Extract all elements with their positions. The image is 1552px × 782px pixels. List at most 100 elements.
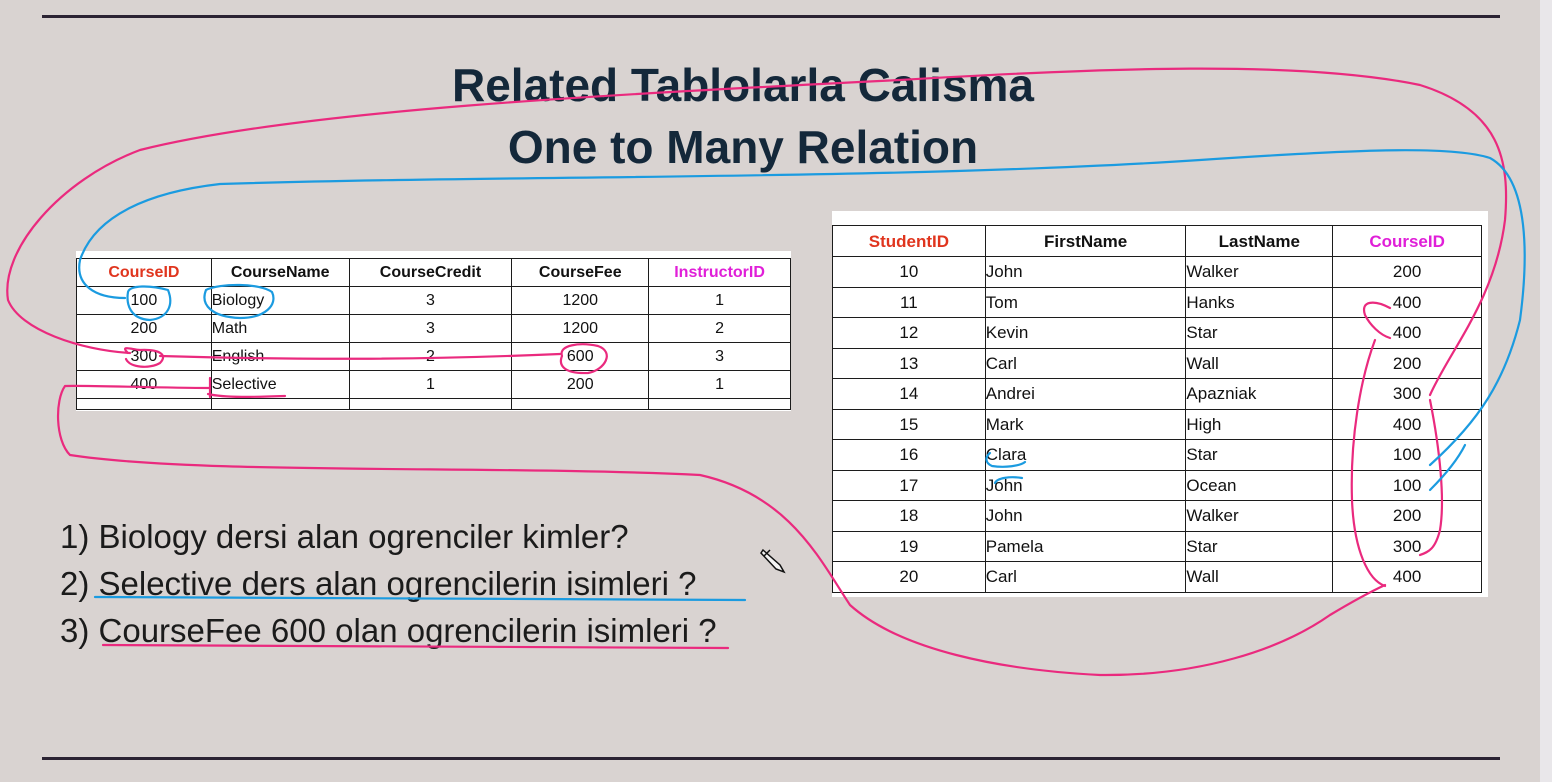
cell-coursename: Biology (210, 286, 350, 315)
cell-courseid: 400 (1332, 286, 1482, 318)
cell-courseid: 400 (76, 370, 212, 399)
cell-studentid: 19 (832, 530, 986, 562)
cell-firstname: Carl (984, 347, 1187, 379)
cell-firstname: Carl (984, 561, 1187, 593)
bottom-rule (42, 757, 1500, 760)
cell-firstname: John (984, 500, 1187, 532)
col-header-courseid: CourseID (1332, 225, 1482, 257)
cell-courseid: 300 (1332, 530, 1482, 562)
table-row-empty (76, 398, 791, 410)
col-header-instructorid: InstructorID (648, 258, 791, 287)
cell-firstname: Clara (984, 439, 1187, 471)
table-row: 100 Biology 3 1200 1 (76, 286, 791, 315)
cell-studentid: 10 (832, 256, 986, 288)
cell-firstname: John (984, 469, 1187, 501)
cell-firstname: Tom (984, 286, 1187, 318)
table-row: 200 Math 3 1200 2 (76, 314, 791, 343)
cell-coursecredit: 2 (348, 342, 513, 371)
cell-firstname: Kevin (984, 317, 1187, 349)
table-row: 12 Kevin Star 400 (832, 317, 1482, 349)
cell-studentid: 18 (832, 500, 986, 532)
cell-coursefee: 1200 (511, 286, 650, 315)
cell-courseid: 300 (76, 342, 212, 371)
questions-list: 1) Biology dersi alan ogrenciler kimler?… (60, 515, 717, 656)
cell-lastname: High (1185, 408, 1334, 440)
cell-studentid: 16 (832, 439, 986, 471)
cell-coursecredit: 3 (348, 286, 513, 315)
cell-coursefee: 1200 (511, 314, 650, 343)
courses-table: CourseID CourseName CourseCredit CourseF… (76, 251, 791, 411)
cell-studentid: 15 (832, 408, 986, 440)
col-header-coursecredit: CourseCredit (348, 258, 513, 287)
cell-coursename: Selective (210, 370, 350, 399)
students-header-row: StudentID FirstName LastName CourseID (832, 225, 1482, 257)
cell-firstname: Mark (984, 408, 1187, 440)
table-row: 400 Selective 1 200 1 (76, 370, 791, 399)
cell-lastname: Star (1185, 317, 1334, 349)
cell-courseid: 400 (1332, 561, 1482, 593)
table-row: 17 John Ocean 100 (832, 469, 1482, 501)
table-row: 16 Clara Star 100 (832, 439, 1482, 471)
col-header-coursefee: CourseFee (511, 258, 650, 287)
col-header-studentid: StudentID (832, 225, 986, 257)
cell-coursefee: 200 (511, 370, 650, 399)
col-header-firstname: FirstName (984, 225, 1187, 257)
col-header-lastname: LastName (1185, 225, 1334, 257)
slide-title: Related Tablolarla Calisma (451, 59, 1035, 111)
table-row: 14 Andrei Apazniak 300 (832, 378, 1482, 410)
cell-courseid: 200 (1332, 500, 1482, 532)
cell-instructorid: 1 (648, 370, 791, 399)
cell-coursename: Math (210, 314, 350, 343)
table-row: 18 John Walker 200 (832, 500, 1482, 532)
table-row: 15 Mark High 400 (832, 408, 1482, 440)
cell-courseid: 100 (76, 286, 212, 315)
table-row: 20 Carl Wall 400 (832, 561, 1482, 593)
cell-lastname: Walker (1185, 256, 1334, 288)
cell-studentid: 12 (832, 317, 986, 349)
cell-lastname: Walker (1185, 500, 1334, 532)
cell-studentid: 11 (832, 286, 986, 318)
col-header-courseid: CourseID (76, 258, 212, 287)
cell-instructorid: 3 (648, 342, 791, 371)
cell-firstname: John (984, 256, 1187, 288)
cell-studentid: 20 (832, 561, 986, 593)
courses-header-row: CourseID CourseName CourseCredit CourseF… (76, 258, 791, 287)
slide-subtitle: One to Many Relation (507, 121, 979, 173)
cell-courseid: 400 (1332, 317, 1482, 349)
table-row: 19 Pamela Star 300 (832, 530, 1482, 562)
cell-studentid: 13 (832, 347, 986, 379)
table-row: 300 English 2 600 3 (76, 342, 791, 371)
cell-coursefee: 600 (511, 342, 650, 371)
window-edge (1540, 0, 1552, 782)
table-row: 10 John Walker 200 (832, 256, 1482, 288)
cell-lastname: Ocean (1185, 469, 1334, 501)
top-rule (42, 15, 1500, 18)
cell-courseid: 400 (1332, 408, 1482, 440)
pencil-cursor-icon (760, 548, 786, 574)
cell-lastname: Wall (1185, 347, 1334, 379)
cell-lastname: Hanks (1185, 286, 1334, 318)
question-1: 1) Biology dersi alan ogrenciler kimler? (60, 518, 629, 555)
col-header-coursename: CourseName (210, 258, 350, 287)
cell-firstname: Pamela (984, 530, 1187, 562)
table-row: 13 Carl Wall 200 (832, 347, 1482, 379)
cell-courseid: 200 (76, 314, 212, 343)
cell-instructorid: 2 (648, 314, 791, 343)
question-3: 3) CourseFee 600 olan ogrencilerin isiml… (60, 612, 717, 649)
students-table: StudentID FirstName LastName CourseID 10… (832, 211, 1488, 597)
cell-lastname: Apazniak (1185, 378, 1334, 410)
cell-firstname: Andrei (984, 378, 1187, 410)
cell-studentid: 14 (832, 378, 986, 410)
cell-coursename: English (210, 342, 350, 371)
cell-courseid: 200 (1332, 347, 1482, 379)
cell-coursecredit: 1 (348, 370, 513, 399)
cell-courseid: 100 (1332, 469, 1482, 501)
cell-lastname: Star (1185, 439, 1334, 471)
cell-lastname: Star (1185, 530, 1334, 562)
cell-coursecredit: 3 (348, 314, 513, 343)
cell-studentid: 17 (832, 469, 986, 501)
table-row: 11 Tom Hanks 400 (832, 286, 1482, 318)
cell-courseid: 100 (1332, 439, 1482, 471)
cell-courseid: 200 (1332, 256, 1482, 288)
question-2: 2) Selective ders alan ogrencilerin isim… (60, 565, 697, 602)
